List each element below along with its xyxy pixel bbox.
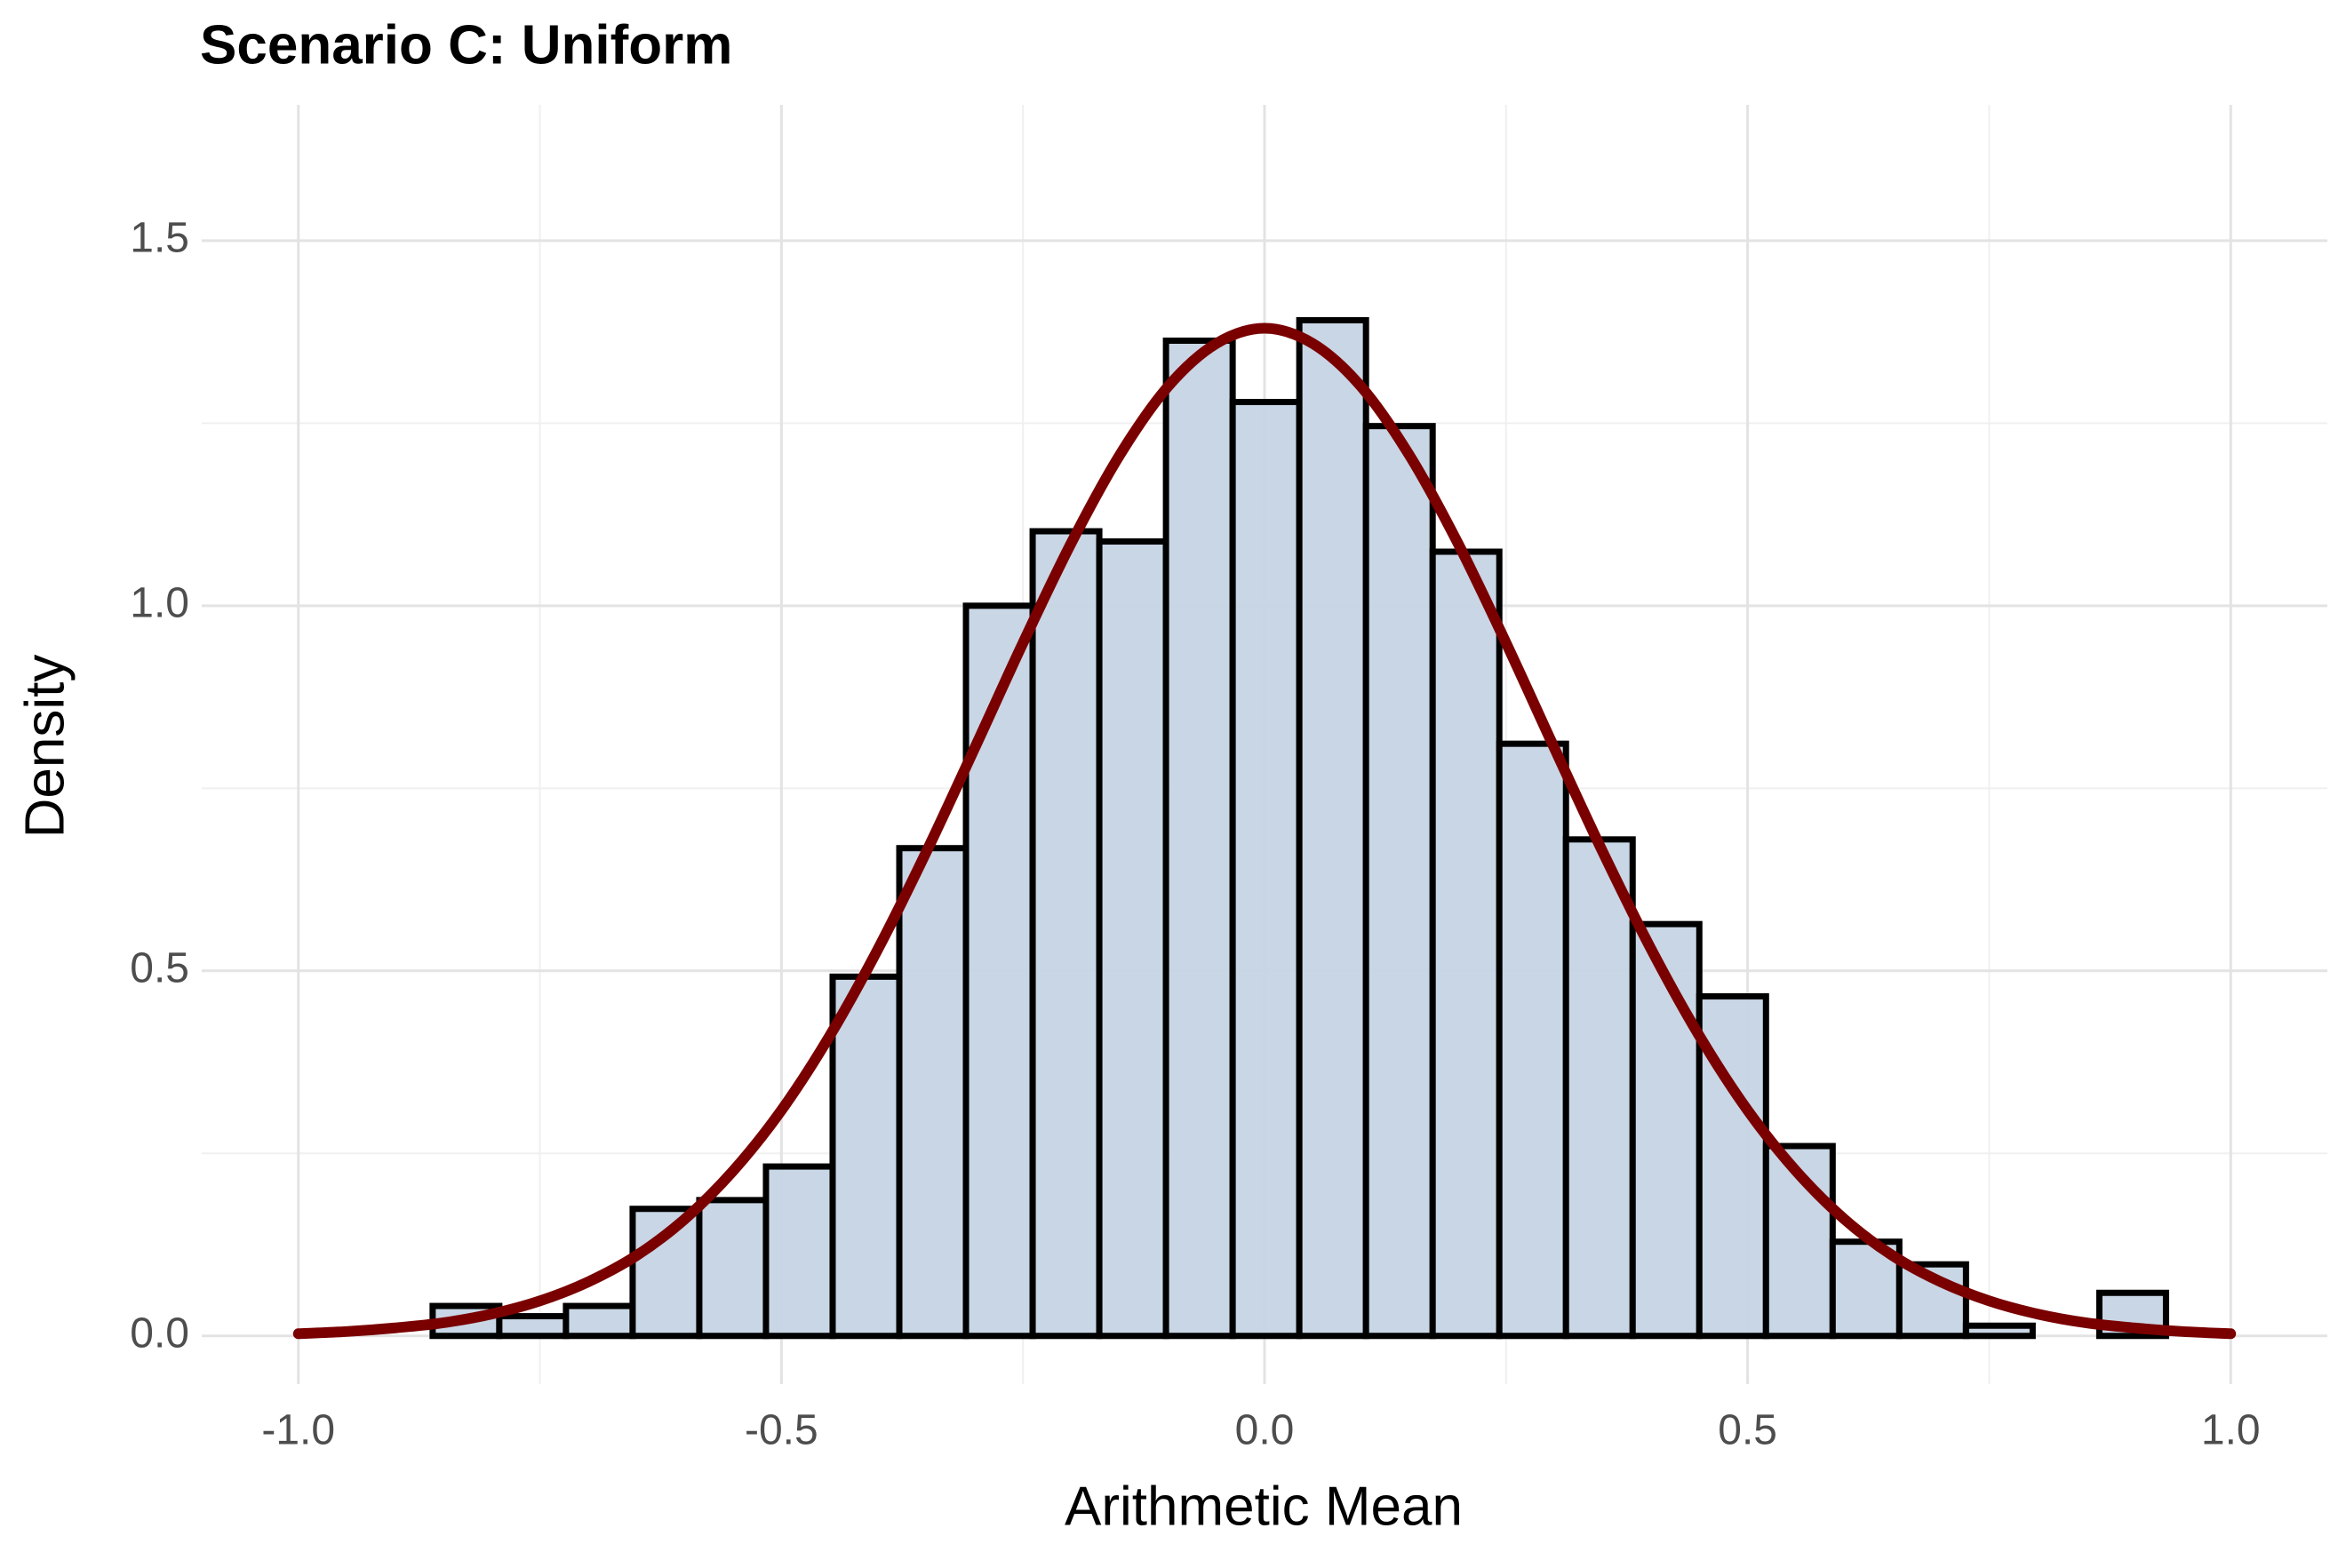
x-tick-label: 0.5 (1718, 1407, 1777, 1454)
bar (1162, 337, 1236, 1340)
bar (1096, 538, 1169, 1340)
bar (1429, 548, 1503, 1340)
x-tick-label: 1.0 (2201, 1407, 2261, 1454)
bar (1962, 1322, 2036, 1340)
bar (896, 845, 970, 1340)
y-tick-label: 1.5 (130, 215, 189, 262)
chart-title: Scenario C: Uniform (200, 14, 732, 76)
bar (762, 1163, 836, 1340)
bar (1296, 316, 1369, 1340)
bar (496, 1313, 570, 1340)
density-curve (292, 322, 2237, 1340)
y-tick-label: 0.0 (130, 1309, 189, 1357)
bar (1029, 528, 1103, 1340)
y-tick-label: 1.0 (130, 580, 189, 627)
x-axis-title: Arithmetic Mean (1065, 1476, 1463, 1537)
bar (962, 602, 1036, 1340)
bar (1562, 836, 1636, 1340)
y-tick-label: 0.5 (130, 944, 189, 991)
x-tick-label: -1.0 (261, 1407, 335, 1454)
y-axis-title: Density (14, 655, 76, 839)
bar (1629, 920, 1703, 1340)
bar (1229, 399, 1303, 1340)
bar (829, 973, 903, 1340)
bar (563, 1302, 636, 1340)
bar (1496, 740, 1569, 1340)
x-tick-label: -0.5 (745, 1407, 818, 1454)
bar (1362, 423, 1436, 1340)
x-tick-label: 0.0 (1235, 1407, 1295, 1454)
bar (696, 1197, 770, 1340)
